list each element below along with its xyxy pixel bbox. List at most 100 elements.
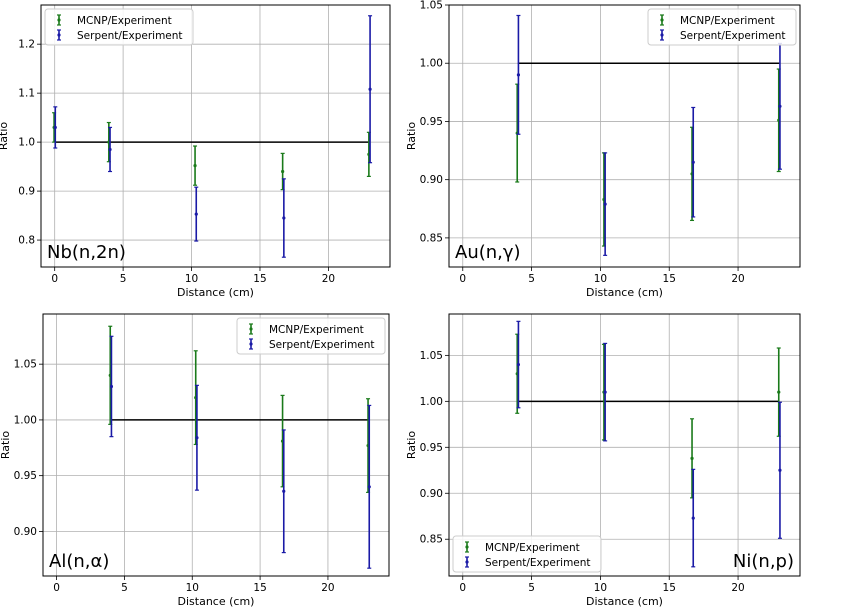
data-marker <box>281 169 285 174</box>
y-tick-label: 0.90 <box>14 526 37 538</box>
legend: MCNP/Experiment Serpent/Experiment <box>236 317 386 355</box>
legend-marker <box>660 33 664 37</box>
panel-1: 0 5 10 15 20 0.8 0.9 1.0 1.1 1.2 Distance (cm) Rati… <box>0 4 391 299</box>
data-marker <box>193 164 197 168</box>
y-tick-label: 1.00 <box>14 414 37 426</box>
error-bar-point <box>516 320 521 409</box>
x-tick-label: 0 <box>51 273 58 285</box>
panel-label: Al(n,α) <box>49 551 109 572</box>
legend: MCNP/Experiment Serpent/Experiment <box>44 8 194 46</box>
error-bar-point <box>194 186 199 242</box>
legend-box <box>647 8 797 46</box>
x-tick-label: 15 <box>253 582 266 594</box>
plot-frame <box>448 313 801 577</box>
data-marker <box>691 160 695 164</box>
x-tick-label: 20 <box>322 273 335 285</box>
error-bar-point <box>516 14 521 135</box>
legend-label: Serpent/Experiment <box>680 30 786 42</box>
y-tick-label: 1.05 <box>14 359 37 371</box>
y-axis-label: Ratio <box>0 431 12 460</box>
legend-label: MCNP/Experiment <box>680 15 775 27</box>
y-tick-label: 0.8 <box>18 235 35 247</box>
x-tick-label: 20 <box>731 273 744 285</box>
data-marker <box>778 468 782 472</box>
legend-marker <box>249 342 253 346</box>
legend-label: Serpent/Experiment <box>269 339 375 351</box>
legend-item: MCNP/Experiment <box>57 14 172 27</box>
error-bar-point <box>368 15 373 164</box>
legend-marker <box>57 18 61 22</box>
y-tick-label: 1.00 <box>420 58 443 70</box>
data-marker <box>109 384 114 389</box>
error-bar-point <box>603 342 608 442</box>
x-tick-label: 20 <box>321 582 334 594</box>
legend-marker <box>465 560 469 564</box>
x-tick-label: 0 <box>459 582 466 594</box>
y-tick-label: 0.95 <box>420 116 443 128</box>
legend-label: MCNP/Experiment <box>485 542 580 554</box>
y-tick-label: 1.00 <box>420 396 443 408</box>
legend-marker <box>57 33 61 37</box>
x-tick-label: 10 <box>185 273 198 285</box>
error-bar-point <box>109 335 114 438</box>
x-tick-label: 0 <box>459 273 466 285</box>
y-axis-label: Ratio <box>405 431 418 460</box>
y-tick-label: 1.0 <box>18 137 35 149</box>
legend-label: Serpent/Experiment <box>77 30 183 42</box>
legend: MCNP/Experiment Serpent/Experiment <box>647 8 797 46</box>
panel-label: Au(n,γ) <box>455 242 521 263</box>
y-tick-label: 0.95 <box>420 442 443 454</box>
error-bar-point <box>691 106 696 218</box>
y-tick-label: 0.85 <box>420 534 443 546</box>
legend-marker <box>465 545 469 549</box>
x-axis-label: Distance (cm) <box>178 595 255 608</box>
error-bar-point <box>777 401 782 539</box>
y-axis-label: Ratio <box>405 122 418 151</box>
data-marker <box>690 456 694 460</box>
panel-4: 0 5 10 15 20 0.85 0.90 0.95 1.00 1.05 Distance (cm… <box>405 313 801 608</box>
data-marker <box>367 485 371 489</box>
y-tick-label: 0.90 <box>420 488 443 500</box>
error-bar-point <box>193 145 198 186</box>
y-tick-label: 1.05 <box>420 350 443 362</box>
legend-box <box>44 8 194 46</box>
plot-frame <box>40 4 391 268</box>
legend-label: MCNP/Experiment <box>269 324 364 336</box>
legend-item: Serpent/Experiment <box>465 556 591 569</box>
x-tick-label: 10 <box>594 273 607 285</box>
data-marker <box>194 212 198 216</box>
legend-marker <box>660 18 664 22</box>
panel-label: Nb(n,2n) <box>47 242 126 263</box>
legend-item: MCNP/Experiment <box>465 541 580 554</box>
y-tick-label: 1.05 <box>420 0 443 12</box>
x-tick-label: 15 <box>663 582 676 594</box>
y-tick-label: 0.90 <box>420 174 443 186</box>
x-axis-label: Distance (cm) <box>177 286 254 299</box>
legend-label: MCNP/Experiment <box>77 15 172 27</box>
data-marker <box>516 362 521 367</box>
data-marker <box>282 489 286 493</box>
data-marker <box>603 202 607 206</box>
data-marker <box>368 87 372 91</box>
y-tick-label: 0.85 <box>420 232 443 244</box>
error-bar-point <box>53 106 58 149</box>
y-tick-label: 0.9 <box>18 186 35 198</box>
x-tick-label: 15 <box>253 273 266 285</box>
panel-label: Ni(n,p) <box>733 551 794 572</box>
error-bar-point <box>194 384 199 491</box>
x-axis-label: Distance (cm) <box>586 595 663 608</box>
error-bar-point <box>281 429 286 554</box>
legend-label: Serpent/Experiment <box>485 557 591 569</box>
x-tick-label: 20 <box>731 582 744 594</box>
plot-frame <box>448 4 801 268</box>
x-tick-label: 10 <box>186 582 199 594</box>
x-tick-label: 5 <box>120 273 127 285</box>
x-tick-label: 5 <box>121 582 128 594</box>
legend-item: Serpent/Experiment <box>57 29 183 42</box>
x-tick-label: 0 <box>53 582 60 594</box>
error-bar-point <box>603 152 608 256</box>
error-bar-point <box>281 178 286 258</box>
plot-frame <box>42 313 390 577</box>
legend-box <box>452 535 602 573</box>
